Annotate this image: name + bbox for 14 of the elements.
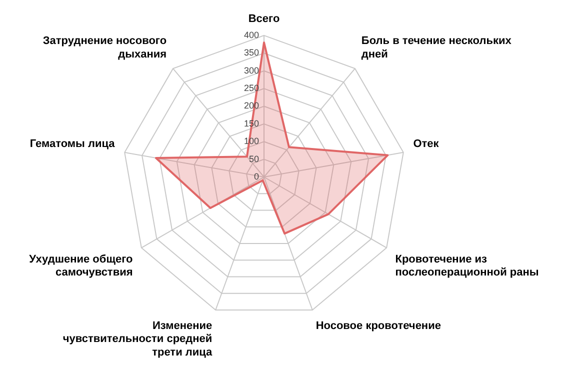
spoke-label: Ухудшение общего самочувствия	[29, 253, 134, 279]
spoke-label: Гематомы лица	[30, 138, 116, 150]
y-tick-label: 0	[254, 171, 259, 182]
spoke-label: Боль в течение нескольких дней	[361, 35, 512, 60]
y-tick-label: 50	[248, 154, 259, 164]
y-tick-label: 300	[244, 65, 259, 76]
spoke-label: Всего	[248, 12, 280, 25]
spoke-label: Кровотечение из послеоперационной раны	[395, 253, 539, 279]
y-tick-label: 350	[244, 48, 259, 58]
spoke-label: Затруднение носового дыхания	[42, 35, 167, 60]
spoke-label: Изменение чувствительности средней трети лица	[62, 320, 214, 358]
spoke-label: Отек	[413, 138, 440, 150]
spoke-label: Носовое кровотечение	[316, 320, 441, 332]
y-tick-label: 400	[244, 30, 259, 40]
